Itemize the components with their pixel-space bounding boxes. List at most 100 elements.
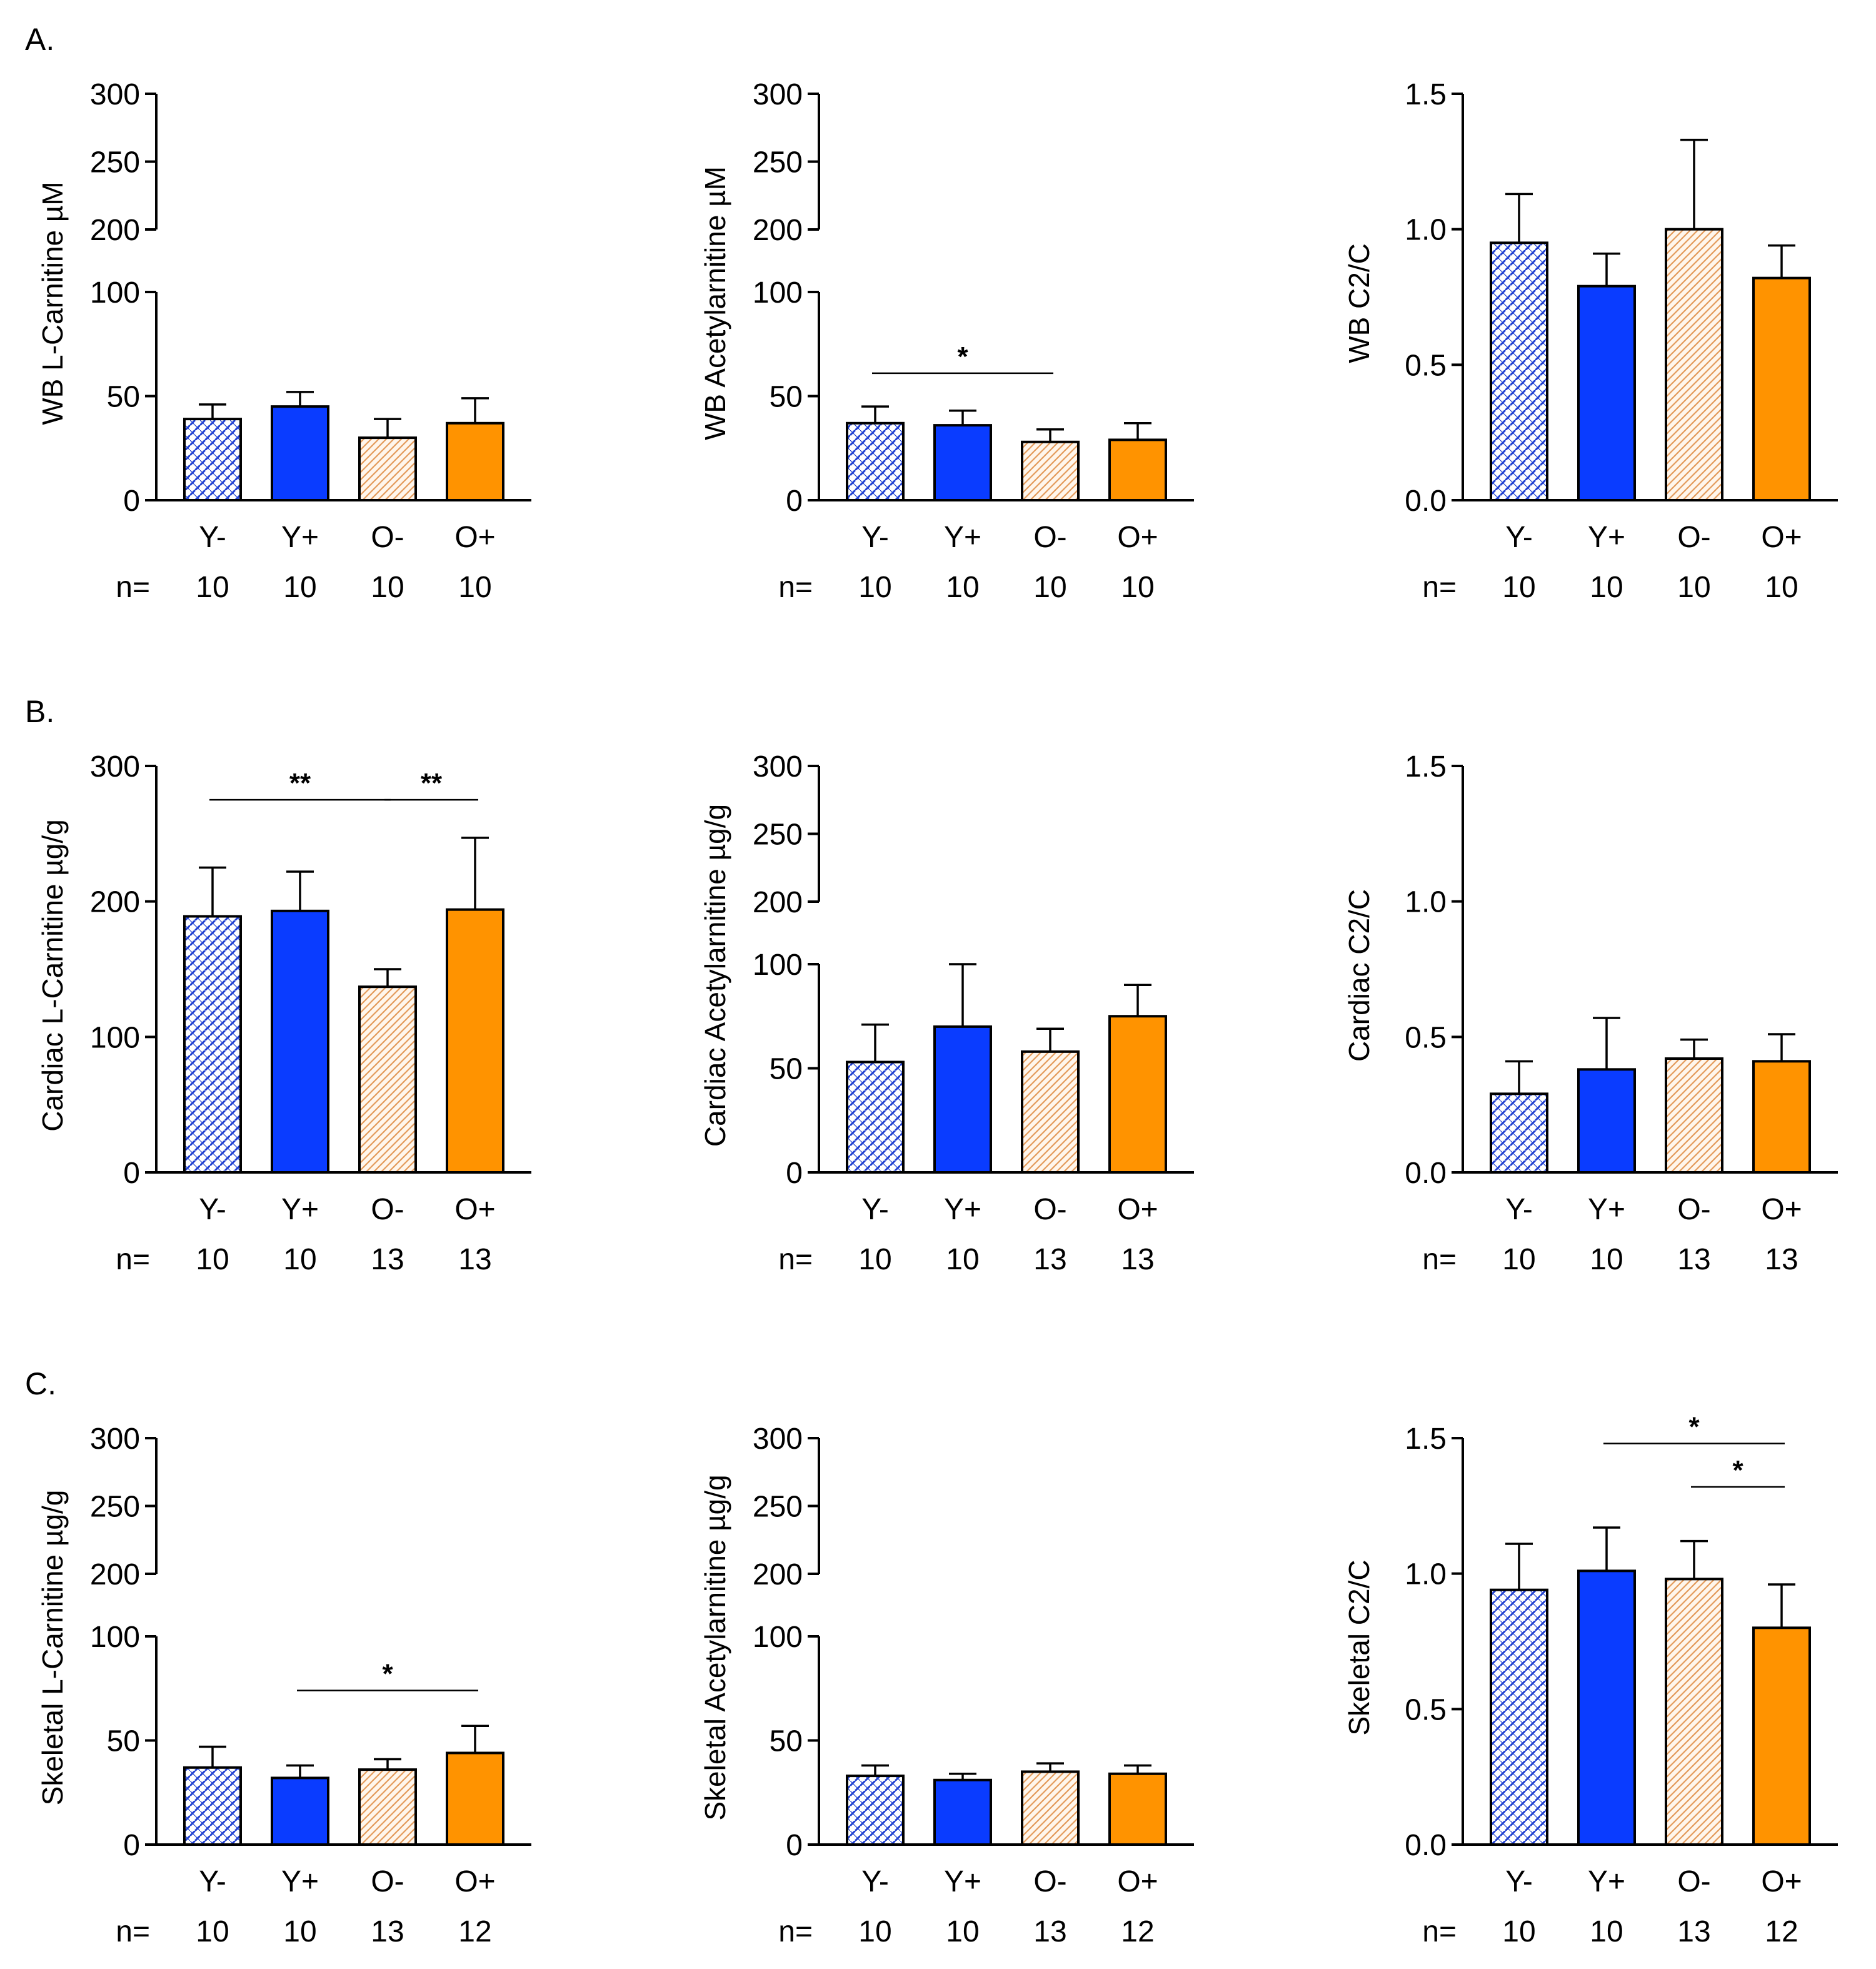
n-prefix: n= [1422,1915,1457,1948]
y-tick-label: 300 [753,1423,803,1456]
bar-O+ [1108,1015,1167,1174]
category-label: Y+ [1588,1193,1625,1226]
bar-O+ [1108,1772,1167,1846]
y-axis-title: Cardiac C2/C [1343,889,1375,1062]
panel-letter-b: B. [25,694,54,729]
y-axis-title: Cardiac Acetylarnitine µg/g [699,804,731,1147]
y-tick-label: 50 [770,1053,803,1086]
y-tick-label: 50 [107,1725,140,1758]
category-label: O+ [1761,521,1802,554]
n-value: 10 [1590,1915,1623,1948]
n-value: 10 [1677,571,1710,604]
y-axis-title: WB C2/C [1343,243,1375,363]
y-tick-label: 200 [90,214,140,247]
category-label: Y- [1505,521,1533,554]
y-tick-label: 200 [753,214,803,247]
y-tick-label: 0 [786,485,803,518]
y-tick-label: 1.0 [1405,1558,1447,1591]
category-label: O+ [454,1865,495,1898]
bar-Y- [183,418,242,501]
n-value: 12 [1765,1915,1798,1948]
panel-letter-c: C. [25,1366,56,1401]
y-tick-label: 0 [786,1157,803,1190]
y-axis-title: WB L-Carnitine µM [36,181,69,425]
chart-panel-7: 0 50 100 200 250 300 Skeletal Acetylarnitine µ… [699,1423,1194,1948]
n-value: 10 [1121,571,1154,604]
y-tick-label: 0 [123,485,140,518]
y-tick-label: 250 [753,146,803,179]
bar-O+ [446,421,504,501]
bar-O- [358,1768,417,1846]
category-label: O- [371,521,404,554]
chart-panel-8: 0.0 0.5 1.0 1.5 Skeletal C2/C Y- 10 Y+ 10 O- 13 O+ 1… [1343,1412,1838,1948]
y-tick-label: 1.5 [1405,1423,1447,1456]
bar-Y+ [933,424,992,501]
y-tick-label: 100 [753,1621,803,1654]
n-value: 10 [946,1915,979,1948]
bar-Y- [183,1766,242,1846]
n-prefix: n= [1422,571,1457,604]
n-value: 10 [196,571,229,604]
y-tick-label: 50 [770,1725,803,1758]
chart-panel-4: 0 50 100 200 250 300 Cardiac Acetylarnitine µg… [699,750,1194,1276]
y-tick-label: 100 [753,276,803,310]
category-label: O- [1677,1865,1710,1898]
y-axis-title: WB Acetylarnitine µM [699,166,731,440]
y-tick-label: 100 [90,1021,140,1054]
y-tick-label: 250 [753,1491,803,1524]
significance-marker: * [957,341,968,372]
y-tick-label: 300 [90,78,140,111]
n-value: 13 [1033,1915,1066,1948]
category-label: O- [371,1193,404,1226]
category-label: Y- [861,1865,889,1898]
bar-Y- [1490,1588,1548,1846]
bar-O+ [446,1751,504,1846]
category-label: Y- [199,521,226,554]
y-tick-label: 100 [90,276,140,310]
chart-panel-6: 0 50 100 200 250 300 Skeletal L-Carnitine µg/g… [36,1423,531,1948]
n-value: 10 [196,1243,229,1276]
y-tick-label: 1.5 [1405,78,1447,111]
significance-marker: * [382,1659,393,1690]
bar-Y- [1490,241,1548,501]
y-tick-label: 0.5 [1405,349,1447,382]
y-tick-label: 1.5 [1405,750,1447,783]
bar-O+ [1752,1626,1811,1846]
y-tick-label: 200 [90,886,140,919]
category-label: Y+ [281,521,319,554]
category-label: O- [1677,1193,1710,1226]
bar-Y- [846,1060,905,1174]
category-label: O+ [1117,521,1158,554]
chart-panel-3: 0 100 200 300 Cardiac L-Carnitine µg/g Y- 10 Y+… [36,750,531,1276]
category-label: O- [1033,1865,1066,1898]
y-tick-label: 250 [753,818,803,852]
y-tick-label: 300 [90,1423,140,1456]
bar-O- [1021,1050,1080,1174]
y-tick-label: 0 [123,1829,140,1862]
n-value: 12 [1121,1915,1154,1948]
bar-Y- [1490,1092,1548,1174]
n-value: 10 [1765,571,1798,604]
y-tick-label: 0.0 [1405,1829,1447,1862]
category-label: O+ [1117,1193,1158,1226]
y-tick-label: 0 [123,1157,140,1190]
category-label: Y+ [944,1193,981,1226]
n-value: 13 [1765,1243,1798,1276]
bar-Y+ [1577,1068,1636,1174]
category-label: Y+ [281,1865,319,1898]
category-label: Y+ [944,1865,981,1898]
n-value: 10 [1502,1243,1535,1276]
category-label: Y+ [1588,521,1625,554]
n-value: 10 [858,1243,891,1276]
y-tick-label: 100 [753,949,803,982]
significance-marker: ** [421,768,443,798]
n-value: 10 [858,1915,891,1948]
n-prefix: n= [116,1915,150,1948]
y-tick-label: 0 [786,1829,803,1862]
y-tick-label: 0.5 [1405,1021,1447,1054]
n-prefix: n= [116,571,150,604]
bar-Y+ [271,909,329,1174]
n-value: 13 [371,1243,404,1276]
n-prefix: n= [1422,1243,1457,1276]
